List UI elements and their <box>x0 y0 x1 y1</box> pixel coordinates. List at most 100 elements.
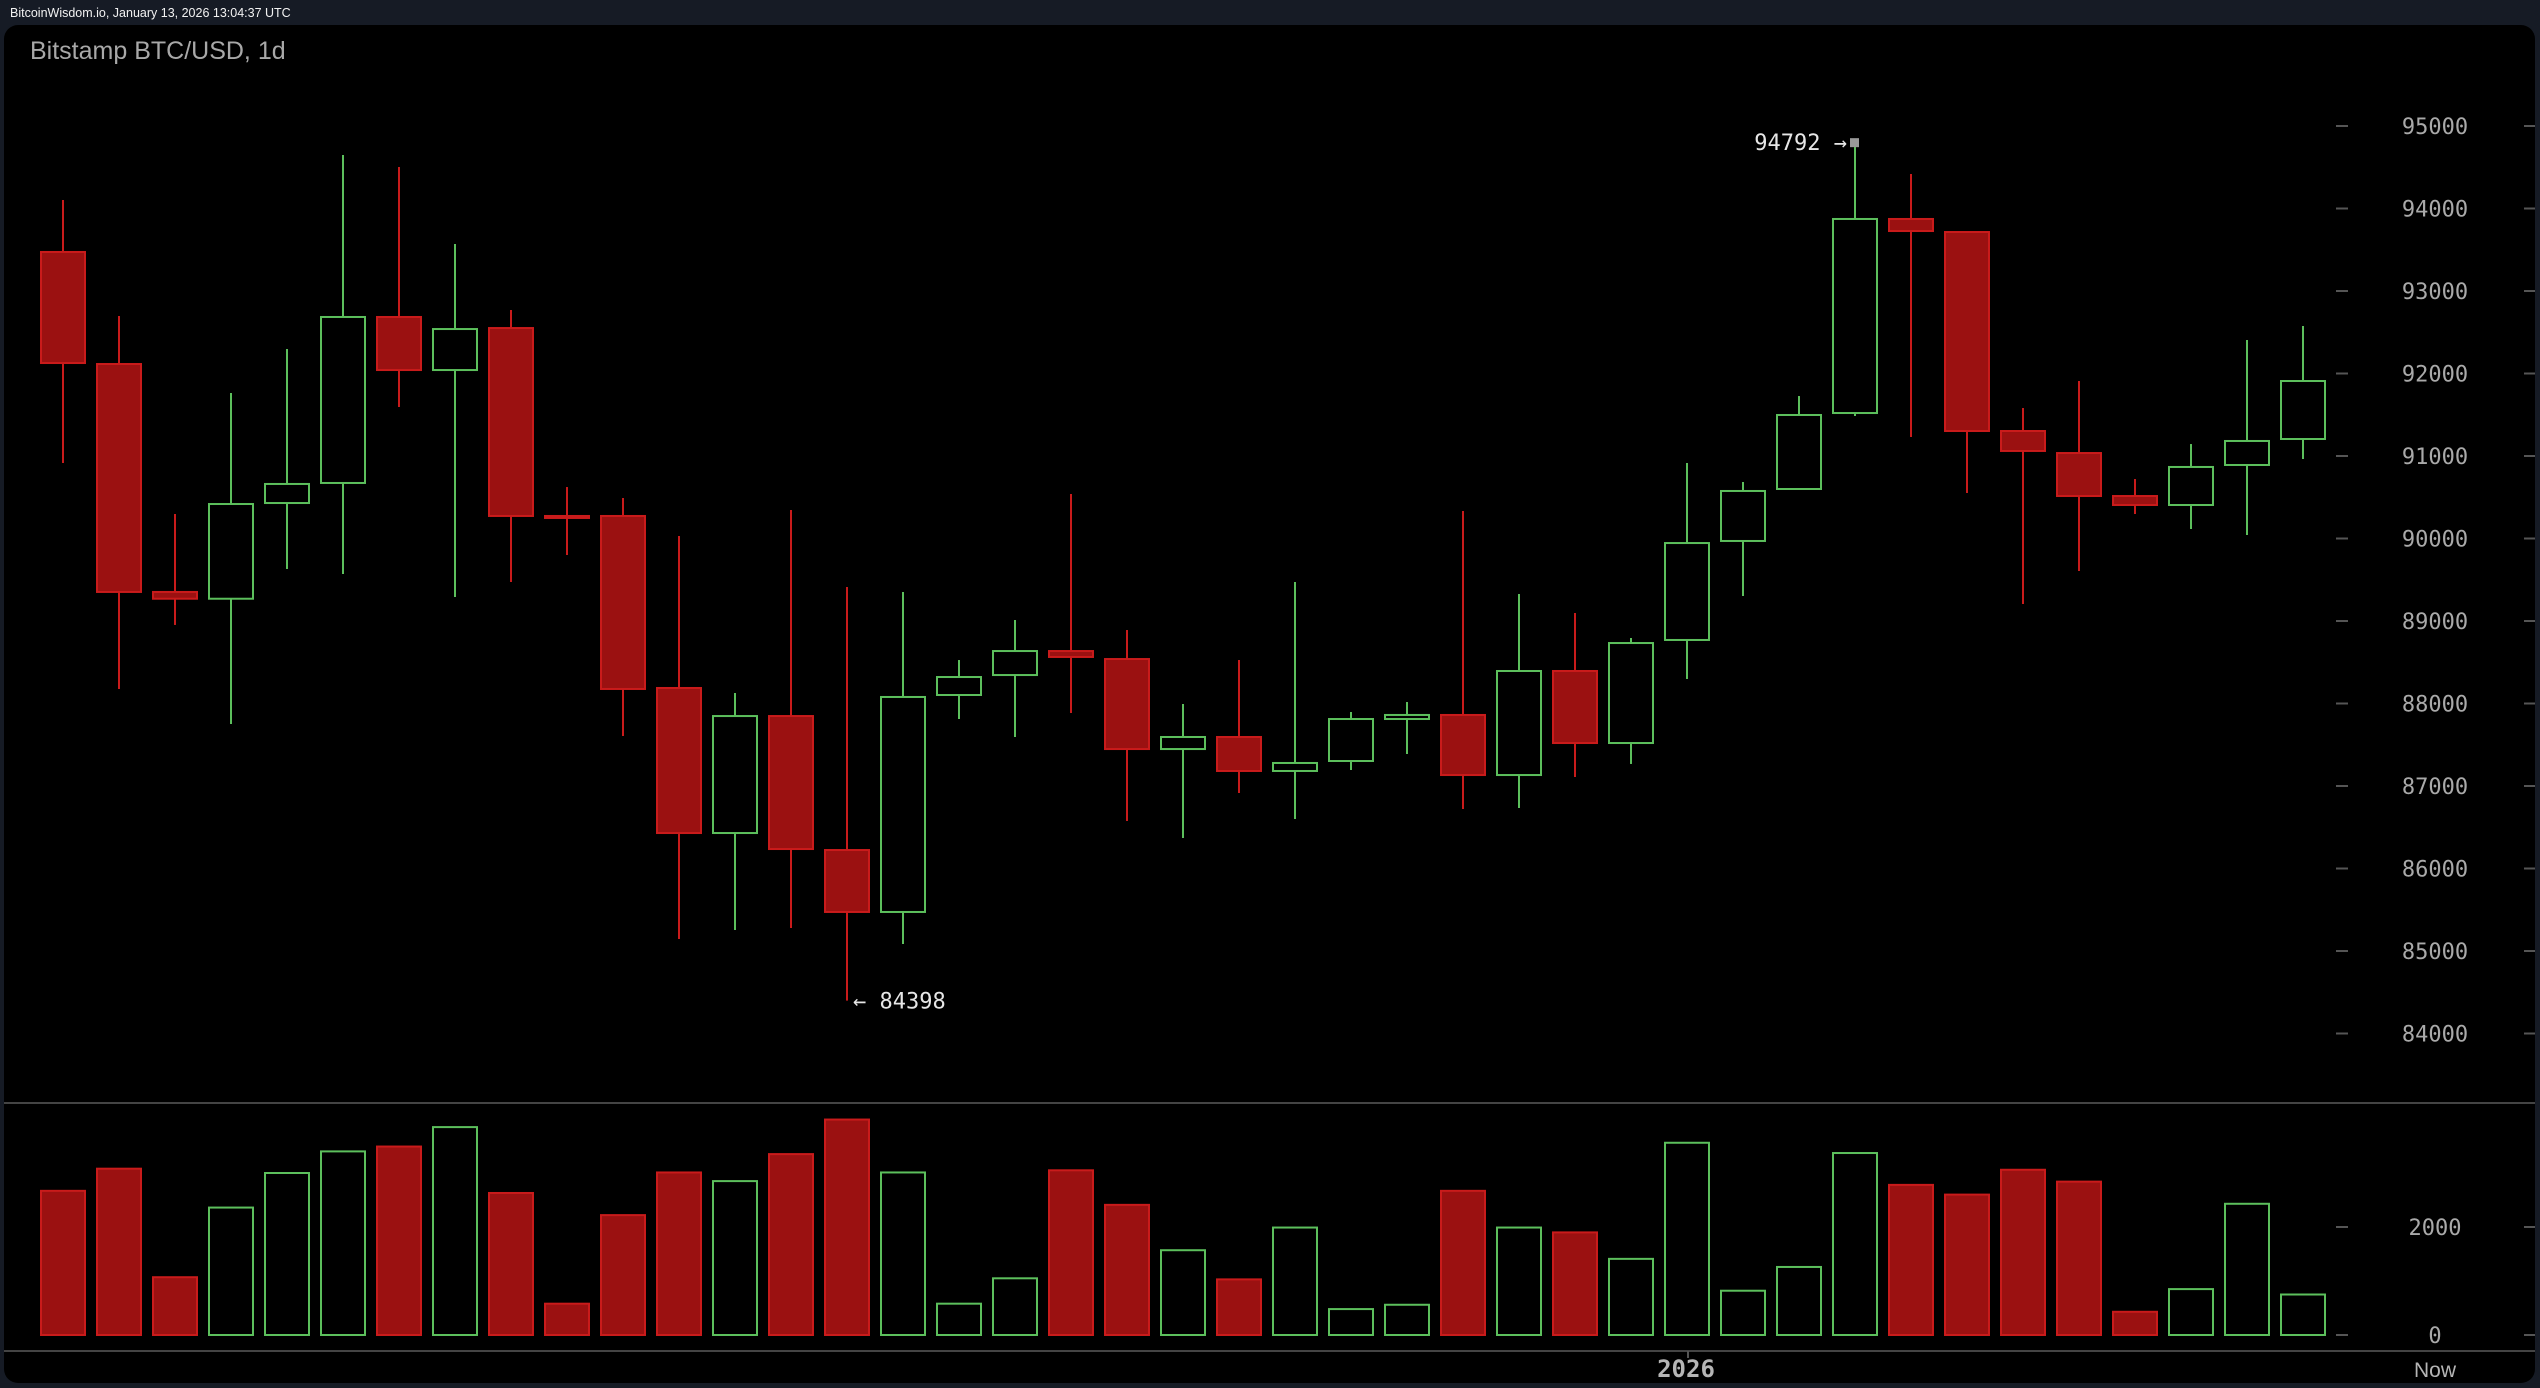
volume-bar <box>432 1126 478 1336</box>
candlestick-chart[interactable]: 95000 94000 93000 92000 91000 90000 89000 88000… <box>4 25 2535 1383</box>
price-tick-label: 87000 <box>2402 775 2468 800</box>
candle <box>1832 143 1878 416</box>
max-annotation: 94792 → <box>1754 131 1859 156</box>
candle <box>936 660 982 720</box>
volume-bar <box>320 1150 366 1337</box>
price-tick-label: 85000 <box>2402 940 2468 965</box>
volume-bar <box>96 1167 142 1337</box>
year-label: 2026 <box>1657 1355 1715 1383</box>
candle <box>2168 444 2214 530</box>
candle <box>2000 407 2046 605</box>
price-tick-label: 89000 <box>2402 610 2468 635</box>
candle <box>1888 174 1934 438</box>
candle <box>1216 660 1262 794</box>
candle <box>376 167 422 407</box>
volume-tick-label: 0 <box>2428 1324 2441 1349</box>
volume-bar <box>2224 1202 2270 1337</box>
candle <box>432 243 478 597</box>
candle <box>1104 629 1150 821</box>
candle <box>1440 511 1486 810</box>
volume-bar <box>488 1191 534 1336</box>
candle <box>2112 479 2158 514</box>
volume-bar <box>2000 1168 2046 1337</box>
candle <box>1552 612 1598 778</box>
volume-bar <box>1160 1249 1206 1336</box>
candle <box>320 155 366 574</box>
volume-bar <box>824 1118 870 1337</box>
volume-bar <box>1608 1257 1654 1336</box>
volume-axis: 2000 0 <box>2336 1216 2535 1349</box>
candle <box>1048 494 1094 713</box>
price-candles <box>40 143 2326 1001</box>
candle <box>768 510 814 928</box>
candle <box>1776 396 1822 490</box>
candle <box>1160 703 1206 838</box>
candle <box>40 200 86 464</box>
volume-bar <box>376 1145 422 1337</box>
candle <box>1664 463 1710 679</box>
candle <box>1720 481 1766 597</box>
volume-bar <box>600 1214 646 1336</box>
max-price-label: 94792 → <box>1754 131 1847 156</box>
candle <box>992 620 1038 737</box>
volume-bar <box>1888 1183 1934 1336</box>
min-price-label: ← 84398 <box>853 990 946 1015</box>
chart-title: Bitstamp BTC/USD, 1d <box>30 37 286 65</box>
volume-bar <box>2280 1293 2326 1336</box>
price-tick-label: 94000 <box>2402 198 2468 223</box>
price-tick-label: 91000 <box>2402 445 2468 470</box>
volume-bar <box>264 1172 310 1336</box>
volume-bar <box>1048 1169 1094 1337</box>
price-axis: 95000 94000 93000 92000 91000 90000 89000 88000… <box>2336 115 2535 1048</box>
candle <box>1496 594 1542 809</box>
volume-bar <box>40 1189 86 1336</box>
volume-bar <box>1328 1308 1374 1336</box>
volume-bar <box>1496 1226 1542 1337</box>
volume-bar <box>544 1302 590 1337</box>
volume-bar <box>1944 1193 1990 1336</box>
now-label: Now <box>2414 1359 2457 1382</box>
candle <box>880 591 926 944</box>
chart-panel: Bitstamp BTC/USD, 1d 95000 94000 93000 9200… <box>4 25 2535 1383</box>
candle <box>208 392 254 724</box>
candle <box>96 315 142 689</box>
candle <box>1608 637 1654 764</box>
candle <box>1944 231 1990 493</box>
volume-bar <box>1104 1203 1150 1336</box>
volume-bar <box>1552 1231 1598 1337</box>
price-tick-label: 84000 <box>2402 1023 2468 1048</box>
volume-bar <box>656 1171 702 1336</box>
candle <box>712 693 758 930</box>
candle <box>2224 340 2270 536</box>
volume-bar <box>208 1206 254 1337</box>
volume-bar <box>768 1153 814 1336</box>
candle <box>1384 702 1430 754</box>
volume-bar <box>1832 1152 1878 1337</box>
source-timestamp-line: BitcoinWisdom.io, January 13, 2026 13:04… <box>10 6 291 20</box>
candle <box>544 487 590 555</box>
candle <box>264 348 310 570</box>
candle <box>824 587 870 1001</box>
volume-bar <box>1216 1278 1262 1337</box>
candle <box>2056 381 2102 572</box>
volume-bar <box>2168 1288 2214 1336</box>
candle <box>2280 325 2326 459</box>
volume-bar <box>2056 1180 2102 1337</box>
price-tick-label: 95000 <box>2402 115 2468 140</box>
candle <box>1328 711 1374 770</box>
volume-bar <box>1272 1226 1318 1337</box>
volume-bar <box>152 1276 198 1336</box>
price-tick-label: 86000 <box>2402 858 2468 883</box>
volume-bar <box>2112 1310 2158 1337</box>
volume-bar <box>1776 1265 1822 1336</box>
candle <box>488 309 534 582</box>
volume-bar <box>936 1302 982 1337</box>
volume-bar <box>1384 1303 1430 1337</box>
volume-bar <box>880 1171 926 1336</box>
candle <box>1272 581 1318 819</box>
candle <box>656 536 702 940</box>
candle <box>600 497 646 737</box>
volume-bar <box>1720 1289 1766 1336</box>
price-tick-label: 92000 <box>2402 363 2468 388</box>
volume-bar <box>1664 1141 1710 1337</box>
